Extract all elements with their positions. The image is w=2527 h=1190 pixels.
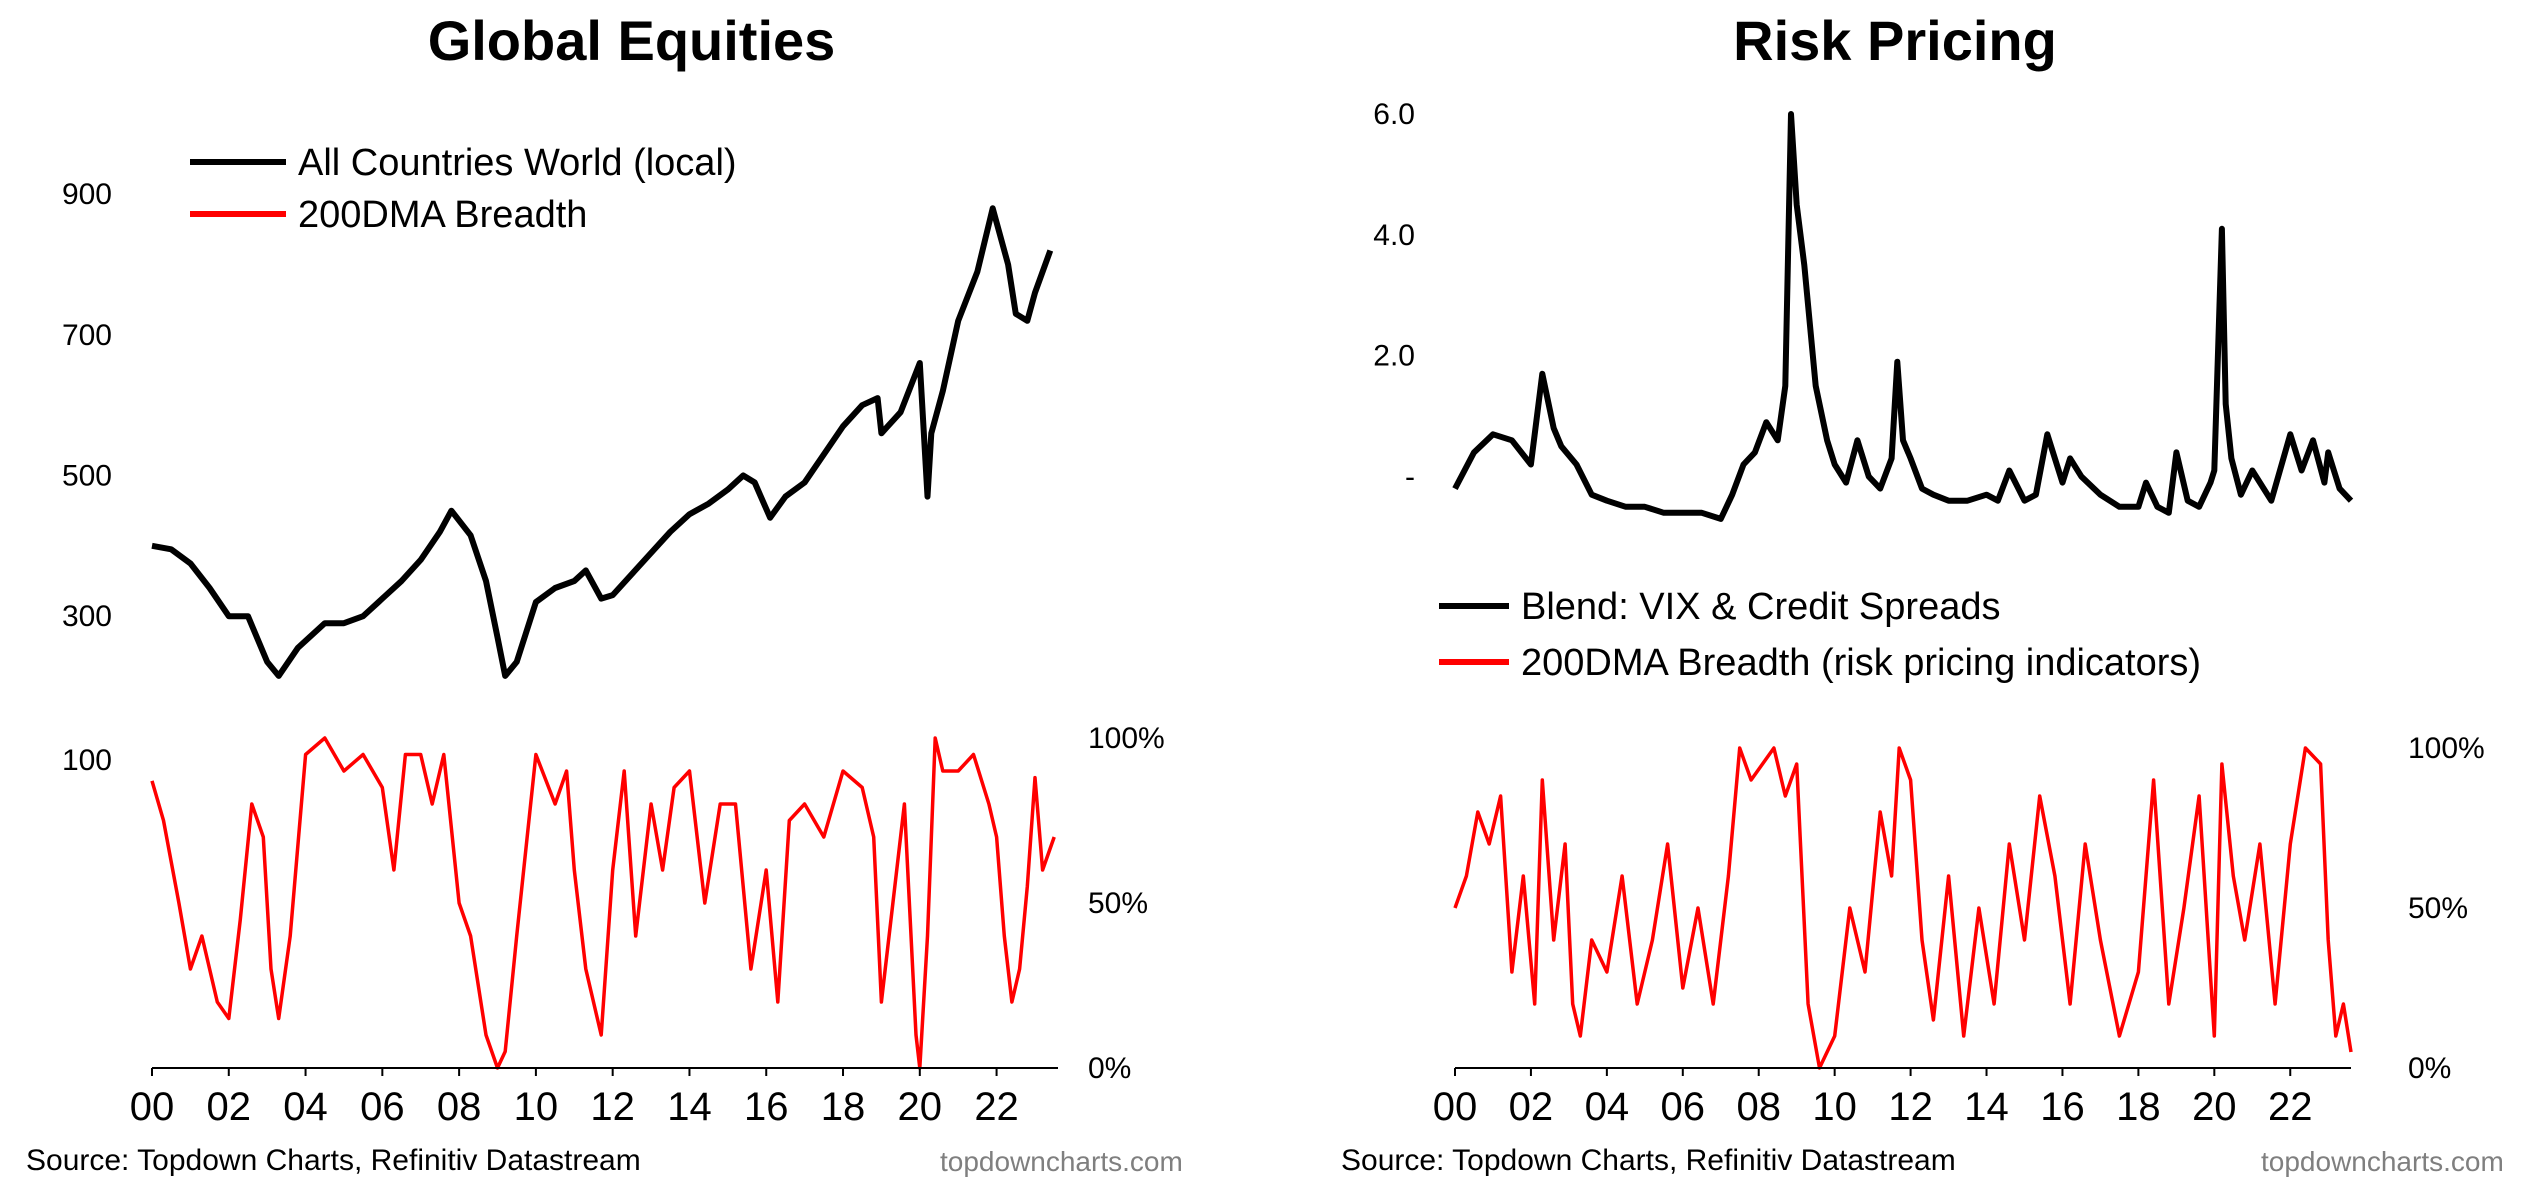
- x-tick-label: 02: [207, 1085, 252, 1129]
- x-tick-label: 16: [744, 1085, 789, 1129]
- legend-label: Blend: VIX & Credit Spreads: [1521, 586, 2000, 628]
- chart-global-equities: Global Equities 300 500 700 900 0% 50% 100% 100…: [0, 0, 1263, 1190]
- x-tick-label: 04: [283, 1085, 328, 1129]
- y-tick-label: 500: [62, 460, 112, 493]
- y-tick-label: 0%: [1088, 1052, 1131, 1085]
- y-tick-label: -: [1405, 461, 1415, 494]
- source-note: Source: Topdown Charts, Refinitiv Datast…: [1341, 1144, 1956, 1177]
- x-tick-label: 12: [590, 1085, 635, 1129]
- x-tick-label: 12: [1888, 1085, 1933, 1129]
- y-tick-label: 0%: [2408, 1052, 2451, 1085]
- y-tick-label: 100%: [2408, 732, 2485, 765]
- x-tick-label: 18: [2116, 1085, 2161, 1129]
- y-tick-label: 50%: [2408, 892, 2468, 925]
- source-note: Source: Topdown Charts, Refinitiv Datast…: [26, 1144, 641, 1177]
- x-tick-label: 00: [1433, 1085, 1478, 1129]
- series-line: [150, 736, 1056, 1070]
- series-line: [151, 205, 1054, 679]
- x-tick-label: 02: [1509, 1085, 1554, 1129]
- x-tick-label: 04: [1585, 1085, 1630, 1129]
- y-tick-label: 300: [62, 600, 112, 633]
- x-tick-label: 18: [821, 1085, 866, 1129]
- y-tick-label: 900: [62, 178, 112, 211]
- y-tick-label: 4.0: [1373, 219, 1415, 252]
- legend-label: All Countries World (local): [298, 142, 737, 184]
- chart-plot: - 2.0 4.0 6.0 0% 50% 100% 00 02 04 06 08 10 12 14 16 18 2…: [1373, 98, 2485, 1129]
- series-line: [1453, 746, 2353, 1070]
- y-tick-label: 2.0: [1373, 340, 1415, 373]
- y-tick-label: 100%: [1088, 722, 1165, 755]
- y-tick-label: 700: [62, 319, 112, 352]
- y-tick-label: 100: [62, 744, 112, 777]
- brand-credit: topdowncharts.com: [2261, 1146, 2504, 1177]
- brand-credit: topdowncharts.com: [940, 1146, 1183, 1177]
- x-tick-label: 06: [360, 1085, 405, 1129]
- y-tick-label: 6.0: [1373, 98, 1415, 131]
- legend-label: 200DMA Breadth (risk pricing indicators): [1521, 642, 2201, 684]
- x-tick-label: 10: [514, 1085, 559, 1129]
- y-tick-label: 50%: [1088, 887, 1148, 920]
- series-line: [1452, 111, 2354, 522]
- chart-title: Risk Pricing: [1733, 9, 2057, 72]
- x-tick-label: 22: [974, 1085, 1019, 1129]
- legend-label: 200DMA Breadth: [298, 194, 587, 236]
- x-tick-label: 08: [437, 1085, 482, 1129]
- x-tick-label: 14: [1964, 1085, 2009, 1129]
- chart-title: Global Equities: [427, 9, 836, 72]
- x-tick-label: 08: [1736, 1085, 1781, 1129]
- x-tick-label: 22: [2268, 1085, 2313, 1129]
- chart-risk-pricing: Risk Pricing - 2.0 4.0 6.0 0% 50% 100% 00 02 04 06…: [1263, 0, 2527, 1190]
- x-tick-label: 16: [2040, 1085, 2084, 1129]
- x-tick-label: 10: [1812, 1085, 1857, 1129]
- chart-plot: 300 500 700 900 0% 50% 100% 100 00 02 04 06 08 10 12 14…: [62, 142, 1165, 1129]
- x-tick-label: 00: [130, 1085, 175, 1129]
- x-tick-label: 14: [667, 1085, 712, 1129]
- x-tick-label: 20: [2192, 1085, 2237, 1129]
- x-tick-label: 06: [1661, 1085, 1706, 1129]
- x-tick-label: 20: [898, 1085, 943, 1129]
